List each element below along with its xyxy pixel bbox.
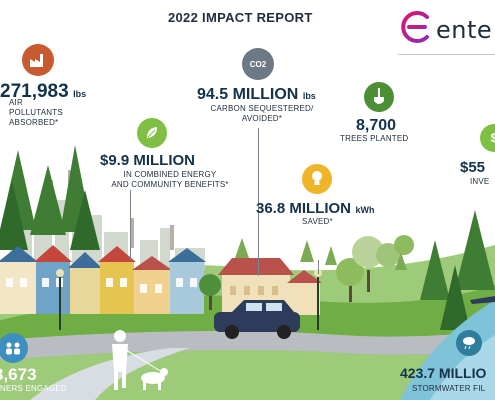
shovel-icon [364,82,394,112]
brand-name: ente [436,16,493,44]
benefits-caption: IN COMBINED ENERGY AND COMMUNITY BENEFIT… [111,170,229,189]
lightbulb-icon [302,164,332,194]
carbon-leader-line [258,128,259,276]
co2-cloud-icon: CO2 [242,48,274,80]
stormwater-caption: STORMWATER FIL [412,384,486,393]
carbon-unit: lbs [302,91,316,101]
trees-value: 8,700 [356,117,397,134]
energy-value: 36.8 MILLION [256,200,352,217]
carbon-value: 94.5 MILLION [197,86,299,103]
investment-value: $55 [460,159,486,176]
benefits-leader-line [130,190,131,260]
header-divider [398,54,495,55]
benefits-value: $9.9 MILLION [100,152,196,169]
factory-icon [22,44,54,76]
carbon-stat: 94.5 MILLION lbs [197,86,316,104]
air-pollutants-stat: 271,983 lbs [0,82,86,102]
energy-unit: kWh [355,205,375,215]
investment-caption: INVE [470,177,490,186]
energy-leader-line [318,260,319,274]
dollar-icon: $ [480,124,495,152]
energy-stat: 36.8 MILLION kWh [256,200,374,218]
stormwater-value: 423.7 MILLIO [400,365,487,381]
partners-caption: NERS ENGAGED [0,384,67,393]
brand-logo-icon [401,11,429,43]
air-pollutants-caption: AIR POLLUTANTS ABSORBED* [9,98,63,127]
trees-caption: TREES PLANTED [340,134,409,143]
leaf-hand-icon [137,118,167,148]
people-icon [0,333,28,363]
partners-value: 3,673 [0,365,37,384]
air-pollutants-value: 271,983 [0,81,69,102]
air-pollutants-unit: lbs [73,89,87,99]
carbon-caption: CARBON SEQUESTERED/ AVOIDED* [210,104,314,123]
rain-cloud-icon [456,330,482,356]
report-title: 2022 IMPACT REPORT [168,10,313,25]
energy-caption: SAVED* [302,217,333,226]
